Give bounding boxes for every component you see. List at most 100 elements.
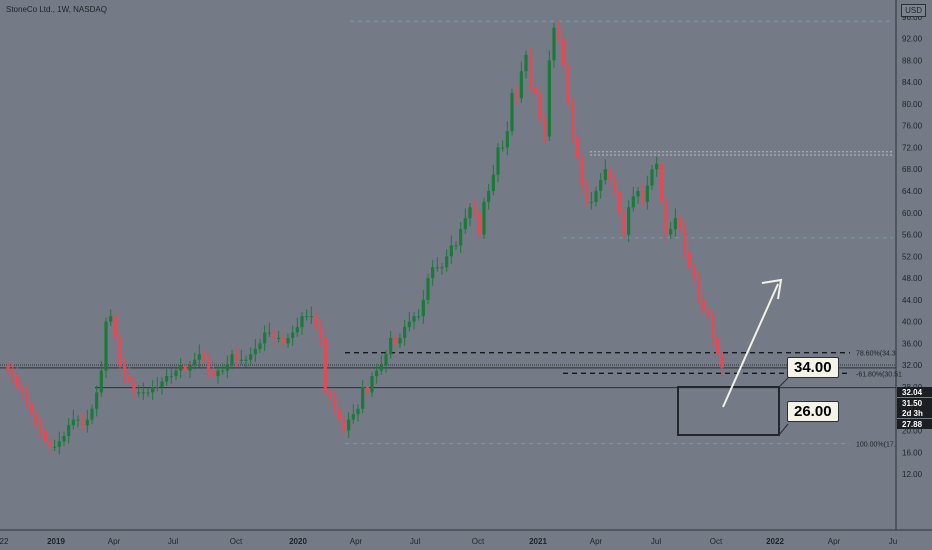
candle-body bbox=[239, 359, 243, 361]
candle-body bbox=[491, 174, 495, 191]
candle-body bbox=[617, 190, 621, 213]
candle-body bbox=[146, 392, 150, 394]
candle-body bbox=[244, 359, 248, 361]
y-tick-label: 72.00 bbox=[902, 143, 923, 152]
y-tick-label: 44.00 bbox=[902, 296, 923, 305]
candle-body bbox=[687, 250, 691, 268]
candle-body bbox=[258, 343, 262, 349]
candle-body bbox=[48, 441, 52, 447]
candle-body bbox=[314, 316, 318, 328]
candle-body bbox=[165, 376, 169, 382]
candle-body bbox=[482, 201, 486, 235]
candle-body bbox=[529, 54, 533, 88]
candle-body bbox=[216, 370, 220, 377]
candle-body bbox=[589, 201, 593, 203]
candle-body bbox=[426, 278, 430, 300]
candle-body bbox=[678, 218, 682, 230]
candle-body bbox=[272, 332, 276, 338]
candle-body bbox=[557, 27, 561, 39]
currency-badge[interactable]: USD bbox=[901, 4, 926, 17]
candle-body bbox=[496, 147, 500, 175]
candle-body bbox=[211, 370, 215, 377]
candle-body bbox=[459, 229, 463, 246]
candle-body bbox=[337, 408, 341, 420]
candle-body bbox=[230, 354, 234, 366]
candle-body bbox=[669, 229, 673, 235]
candle-body bbox=[347, 419, 351, 431]
candle-body bbox=[151, 386, 155, 393]
candle-body bbox=[57, 441, 61, 447]
candle-body bbox=[109, 316, 113, 322]
x-tick-label: Ju bbox=[889, 537, 897, 546]
candle-body bbox=[393, 337, 397, 344]
callout-connector-lower bbox=[778, 423, 789, 436]
candle-body bbox=[659, 163, 663, 202]
candle-body bbox=[319, 327, 323, 338]
callout-connector-upper bbox=[778, 377, 789, 388]
y-tick-label: 56.00 bbox=[902, 231, 923, 240]
candle-body bbox=[449, 245, 453, 257]
chart-title: StoneCo Ltd., 1W, NASDAQ bbox=[6, 5, 107, 14]
candle-body bbox=[29, 403, 33, 415]
y-tick-label: 68.00 bbox=[902, 165, 923, 174]
callout-upper: 34.00 bbox=[787, 357, 839, 378]
candle-body bbox=[188, 365, 192, 371]
candle-body bbox=[71, 419, 75, 426]
candle-body bbox=[39, 425, 43, 431]
candle-body bbox=[711, 316, 715, 338]
candle-body bbox=[155, 386, 159, 388]
candle-body bbox=[277, 337, 281, 339]
candle-body bbox=[571, 103, 575, 137]
candle-body bbox=[487, 190, 491, 202]
candle-body bbox=[179, 365, 183, 371]
x-tick-label: Jul bbox=[410, 537, 420, 546]
candle-body bbox=[547, 60, 551, 137]
candle-body bbox=[440, 267, 444, 269]
candle-body bbox=[384, 354, 388, 366]
candle-body bbox=[183, 365, 187, 371]
candle-body bbox=[202, 354, 206, 360]
candle-body bbox=[421, 299, 425, 317]
candle-body bbox=[403, 327, 407, 338]
candle-body bbox=[267, 332, 271, 334]
y-tick-label: 32.00 bbox=[902, 361, 923, 370]
x-tick-label: Oct bbox=[472, 537, 485, 546]
x-tick-label: Jul bbox=[168, 537, 178, 546]
x-tick-label: 22 bbox=[0, 537, 9, 546]
candle-body bbox=[720, 354, 724, 368]
candle-body bbox=[193, 359, 197, 366]
candle-body bbox=[407, 321, 411, 328]
candle-body bbox=[622, 212, 626, 235]
x-tick-label: 2021 bbox=[529, 537, 547, 546]
candle-body bbox=[370, 376, 374, 393]
x-tick-label: 2019 bbox=[47, 537, 65, 546]
candle-body bbox=[286, 337, 290, 344]
y-tick-label: 60.00 bbox=[902, 209, 923, 218]
candle-body bbox=[160, 381, 164, 387]
y-tick-label: 52.00 bbox=[902, 252, 923, 261]
candle-body bbox=[389, 337, 393, 355]
y-tick-label: 96.00 bbox=[902, 13, 923, 22]
candle-body bbox=[398, 337, 402, 344]
candle-body bbox=[631, 196, 635, 208]
candle-body bbox=[533, 87, 537, 93]
y-tick-label: 12.00 bbox=[902, 470, 923, 479]
candle-body bbox=[123, 365, 127, 377]
y-tick-label: 92.00 bbox=[902, 35, 923, 44]
x-tick-label: Oct bbox=[710, 537, 723, 546]
candle-body bbox=[295, 327, 299, 333]
candle-body bbox=[510, 92, 514, 132]
candle-body bbox=[81, 419, 85, 426]
candle-body bbox=[706, 310, 710, 317]
y-tick-label: 64.00 bbox=[902, 187, 923, 196]
candle-body bbox=[169, 376, 173, 378]
candle-body bbox=[608, 169, 612, 181]
candle-body bbox=[53, 446, 57, 448]
projection-arrow-head bbox=[761, 278, 783, 300]
price-tag-bg bbox=[897, 387, 932, 397]
candle-body bbox=[692, 267, 696, 279]
candle-body bbox=[333, 397, 337, 409]
candle-body bbox=[412, 316, 416, 322]
